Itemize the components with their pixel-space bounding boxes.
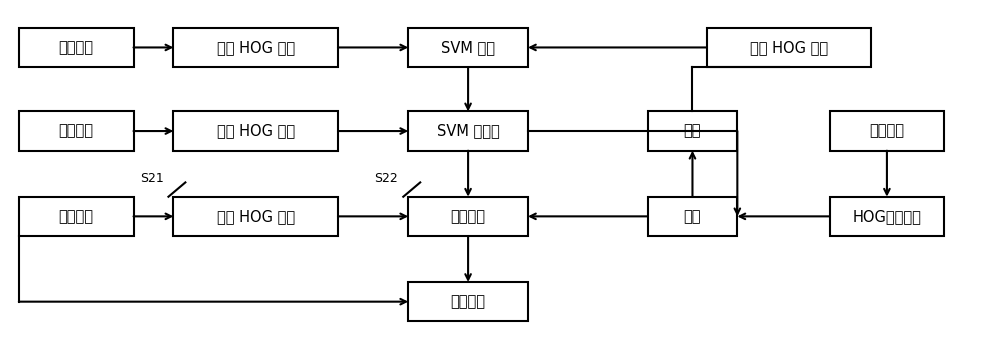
Text: 难例: 难例 [684, 123, 701, 139]
Bar [408, 28, 528, 67]
Bar [408, 111, 528, 151]
Bar [830, 111, 944, 151]
Text: 输入图像: 输入图像 [59, 209, 94, 224]
Text: 人手跟踪: 人手跟踪 [451, 294, 486, 309]
Bar [173, 111, 338, 151]
Text: 提取 HOG 特征: 提取 HOG 特征 [750, 40, 828, 55]
Text: HOG特征提取: HOG特征提取 [852, 209, 921, 224]
Bar [19, 197, 134, 236]
Text: 提取 HOG 特征: 提取 HOG 特征 [217, 123, 295, 139]
Bar [408, 282, 528, 321]
Bar [173, 197, 338, 236]
Text: 人手样本: 人手样本 [59, 40, 94, 55]
Text: 人手检测: 人手检测 [451, 209, 486, 224]
Bar [707, 28, 871, 67]
Bar [19, 111, 134, 151]
Text: SVM 分类器: SVM 分类器 [437, 123, 499, 139]
Bar [648, 197, 737, 236]
Bar [830, 197, 944, 236]
Bar [173, 28, 338, 67]
Bar [19, 28, 134, 67]
Text: S22: S22 [375, 172, 398, 185]
Text: S21: S21 [140, 172, 163, 185]
Bar [408, 197, 528, 236]
Bar [648, 111, 737, 151]
Text: 提取 HOG 特征: 提取 HOG 特征 [217, 40, 295, 55]
Text: 测试样本: 测试样本 [869, 123, 904, 139]
Text: 检测: 检测 [684, 209, 701, 224]
Text: 背景样本: 背景样本 [59, 123, 94, 139]
Text: SVM 训练: SVM 训练 [441, 40, 495, 55]
Text: 提取 HOG 特征: 提取 HOG 特征 [217, 209, 295, 224]
